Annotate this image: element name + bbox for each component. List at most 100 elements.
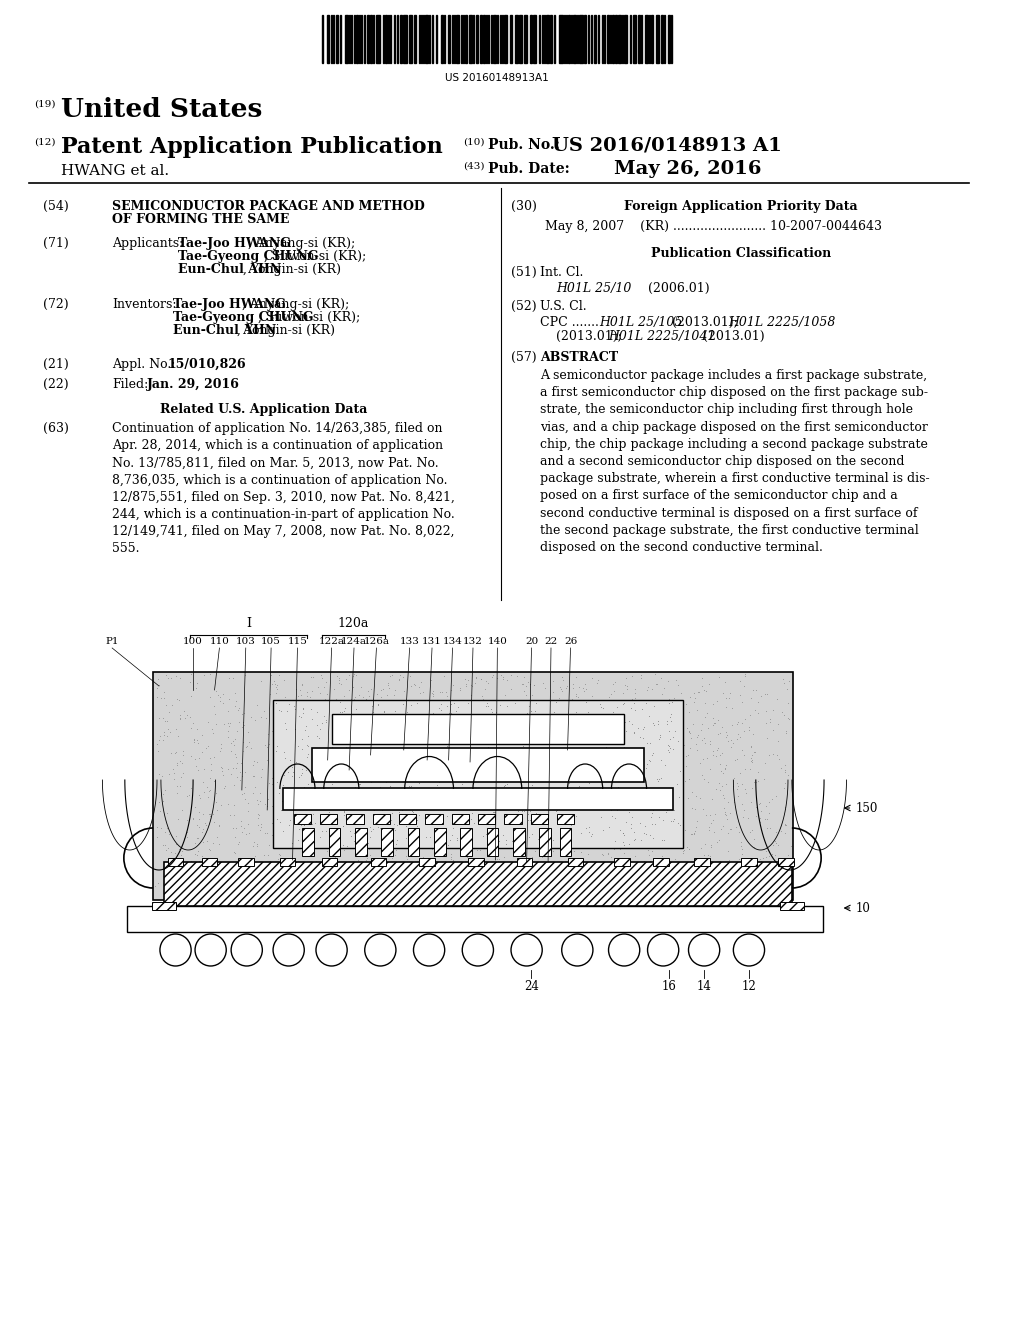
Point [598,747,614,768]
Point [647,804,664,825]
Point [572,841,589,862]
Point [317,812,334,833]
Point [344,730,360,751]
Text: (2013.01);: (2013.01); [668,315,742,329]
Point [626,722,642,743]
Point [611,820,628,841]
Point [712,780,728,801]
Point [542,879,558,900]
Point [391,708,408,729]
Point [379,684,395,705]
Point [561,804,578,825]
Point [281,814,297,836]
Point [653,867,670,888]
Point [770,731,786,752]
Point [315,812,332,833]
Point [635,755,651,776]
Point [435,816,452,837]
Point [776,672,793,693]
Point [464,760,480,781]
Point [295,702,311,723]
Point [294,763,310,784]
Point [379,704,395,725]
Point [509,714,525,735]
Point [350,685,367,706]
Point [362,755,379,776]
Point [330,874,346,895]
Point [548,727,564,748]
Point [261,734,278,755]
Point [562,800,579,821]
Point [765,834,781,855]
Point [196,759,212,780]
Point [777,772,794,793]
Point [331,673,347,694]
Point [775,704,792,725]
Point [234,875,251,896]
Point [478,742,495,763]
Point [478,816,495,837]
Point [664,825,680,846]
Point [529,694,546,715]
Point [498,783,514,804]
Point [243,883,259,904]
Point [169,776,185,797]
Point [463,727,479,748]
Point [590,859,606,880]
Point [430,853,446,874]
Point [250,814,266,836]
Point [775,849,792,870]
Point [519,750,536,771]
Point [777,760,794,781]
Text: 124a: 124a [341,638,367,645]
Point [202,686,218,708]
Point [194,741,210,762]
Point [530,813,547,834]
Point [779,708,796,729]
Point [346,751,362,772]
Point [187,833,204,854]
Point [202,767,218,788]
Point [553,678,569,700]
Point [709,739,725,760]
Point [496,708,512,729]
Point [359,847,376,869]
Point [463,727,479,748]
Point [381,883,397,904]
Point [185,854,202,875]
Point [738,783,755,804]
Point [478,697,495,718]
Point [246,750,262,771]
Point [514,735,530,756]
Point [666,686,682,708]
Point [316,754,333,775]
Point [561,717,578,738]
Point [611,767,628,788]
Point [469,840,485,861]
Point [736,664,753,685]
Point [437,710,454,731]
Text: Pub. Date:: Pub. Date: [487,162,569,176]
Point [643,744,659,766]
Point [603,684,620,705]
Point [499,833,515,854]
Point [268,677,285,698]
Text: US 20160148913A1: US 20160148913A1 [445,73,549,83]
Point [655,830,672,851]
Point [695,845,712,866]
Bar [504,15,507,63]
Point [352,770,369,791]
Point [566,710,583,731]
Circle shape [511,935,543,966]
Point [624,689,640,710]
Point [410,711,426,733]
Point [392,812,409,833]
Point [678,744,694,766]
Point [604,825,621,846]
Point [522,706,539,727]
Point [548,727,564,748]
Point [705,714,721,735]
Point [280,713,296,734]
Point [478,730,495,751]
Point [436,708,453,729]
